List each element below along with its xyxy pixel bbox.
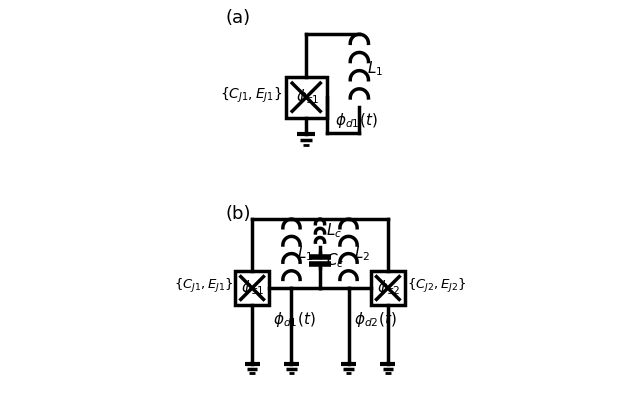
Text: $L_1$: $L_1$ (367, 59, 383, 78)
Text: $L_2$: $L_2$ (355, 244, 371, 263)
Text: $L_1$: $L_1$ (298, 244, 314, 263)
Text: $\phi_{s1}$: $\phi_{s1}$ (296, 87, 319, 106)
Text: $C_c$: $C_c$ (326, 251, 344, 270)
Text: $\phi_{d1}(t)$: $\phi_{d1}(t)$ (335, 111, 378, 130)
Text: $\phi_{d2}(t)$: $\phi_{d2}(t)$ (355, 310, 397, 329)
Bar (285, 77, 327, 118)
Text: $\{C_{J1}, E_{J1}\}$: $\{C_{J1}, E_{J1}\}$ (173, 277, 234, 295)
Text: $L_c$: $L_c$ (326, 221, 342, 240)
Text: $\phi_{d1}(t)$: $\phi_{d1}(t)$ (273, 310, 316, 329)
Text: (a): (a) (225, 9, 251, 27)
Bar (236, 271, 269, 305)
Text: $\phi_{s1}$: $\phi_{s1}$ (241, 278, 265, 296)
Text: (b): (b) (225, 205, 251, 223)
Text: $\{C_{J1}, E_{J1}\}$: $\{C_{J1}, E_{J1}\}$ (220, 86, 283, 105)
Text: $\{C_{J2}, E_{J2}\}$: $\{C_{J2}, E_{J2}\}$ (406, 277, 467, 295)
Bar (371, 271, 404, 305)
Text: $\phi_{s2}$: $\phi_{s2}$ (377, 278, 401, 296)
